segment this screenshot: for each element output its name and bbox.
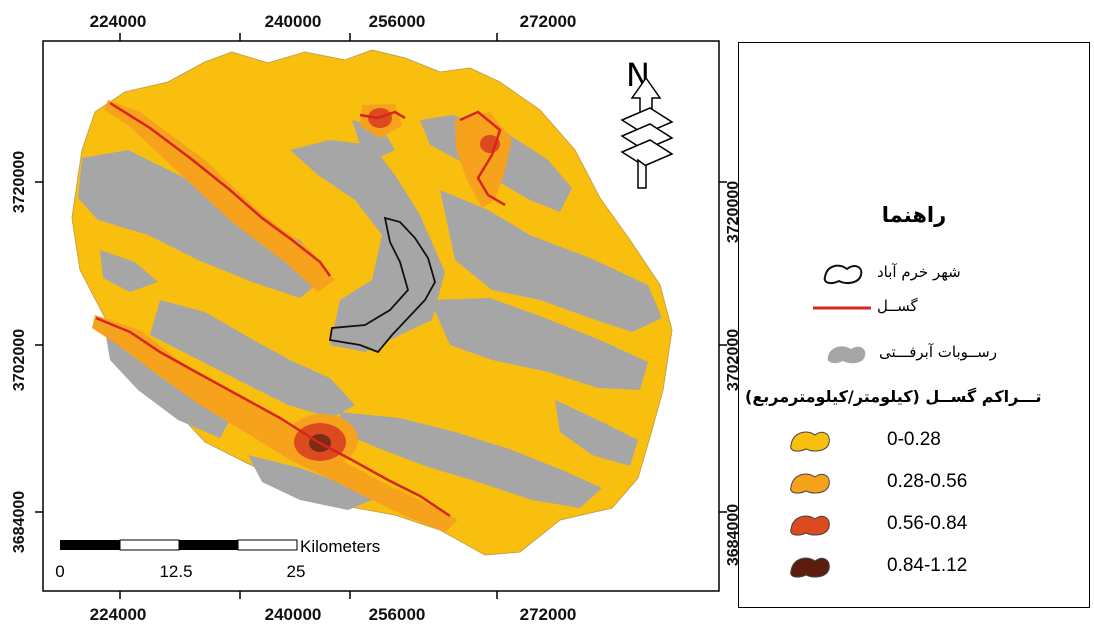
legend-label-fault: گســل [877,297,918,315]
fault-line-icon [813,306,871,310]
density-class-label: 0.84-1.12 [887,555,968,576]
x-tick-bottom: 240000 [265,605,322,624]
scale-bar-label: 0 [55,562,64,581]
y-tick-right: 3720000 [725,181,742,243]
x-tick-bottom: 224000 [90,605,147,624]
scale-bar-unit: Kilometers [300,537,380,556]
y-tick-right: 3684000 [725,504,742,566]
density-class-icon [790,515,830,536]
coordinate-ticks [35,33,727,599]
x-tick-bottom: 256000 [369,605,426,624]
y-tick-left: 3702000 [11,329,28,391]
density-class-icon [790,431,830,452]
density-class-label: 0.28-0.56 [887,471,968,492]
legend-label-alluvium: رســوبات آبرفـــتی [879,343,997,361]
x-tick-top: 240000 [265,12,322,31]
legend-title: راهنما [881,203,947,227]
density-class-label: 0-0.28 [887,429,941,450]
y-tick-left: 3720000 [11,151,28,213]
legend-label-city: شهر خرم آباد [877,263,961,281]
x-tick-top: 256000 [369,12,426,31]
scale-bar-label: 12.5 [159,562,192,581]
scale-bar-label: 25 [287,562,306,581]
x-tick-bottom: 272000 [520,605,577,624]
x-tick-top: 224000 [90,12,147,31]
density-class-icon [790,473,830,494]
y-tick-right: 3702000 [725,329,742,391]
legend-density-heading: تـــراکم گســل (کیلومتر/کیلومترمربع) [745,387,1042,406]
legend-panel: راهنما شهر خرم آباد گســل رســوبات آبرفـ… [738,42,1090,608]
scale-bar [48,532,298,587]
x-tick-top: 272000 [520,12,577,31]
north-arrow-icon: N [620,56,674,189]
density-class-icon [790,557,830,578]
y-tick-left: 3684000 [11,491,28,553]
alluvium-icon [827,346,866,364]
fault-lines [95,101,506,518]
density-class-label: 0.56-0.84 [887,513,968,534]
city-outline [328,216,436,354]
city-outline-icon [823,264,863,285]
